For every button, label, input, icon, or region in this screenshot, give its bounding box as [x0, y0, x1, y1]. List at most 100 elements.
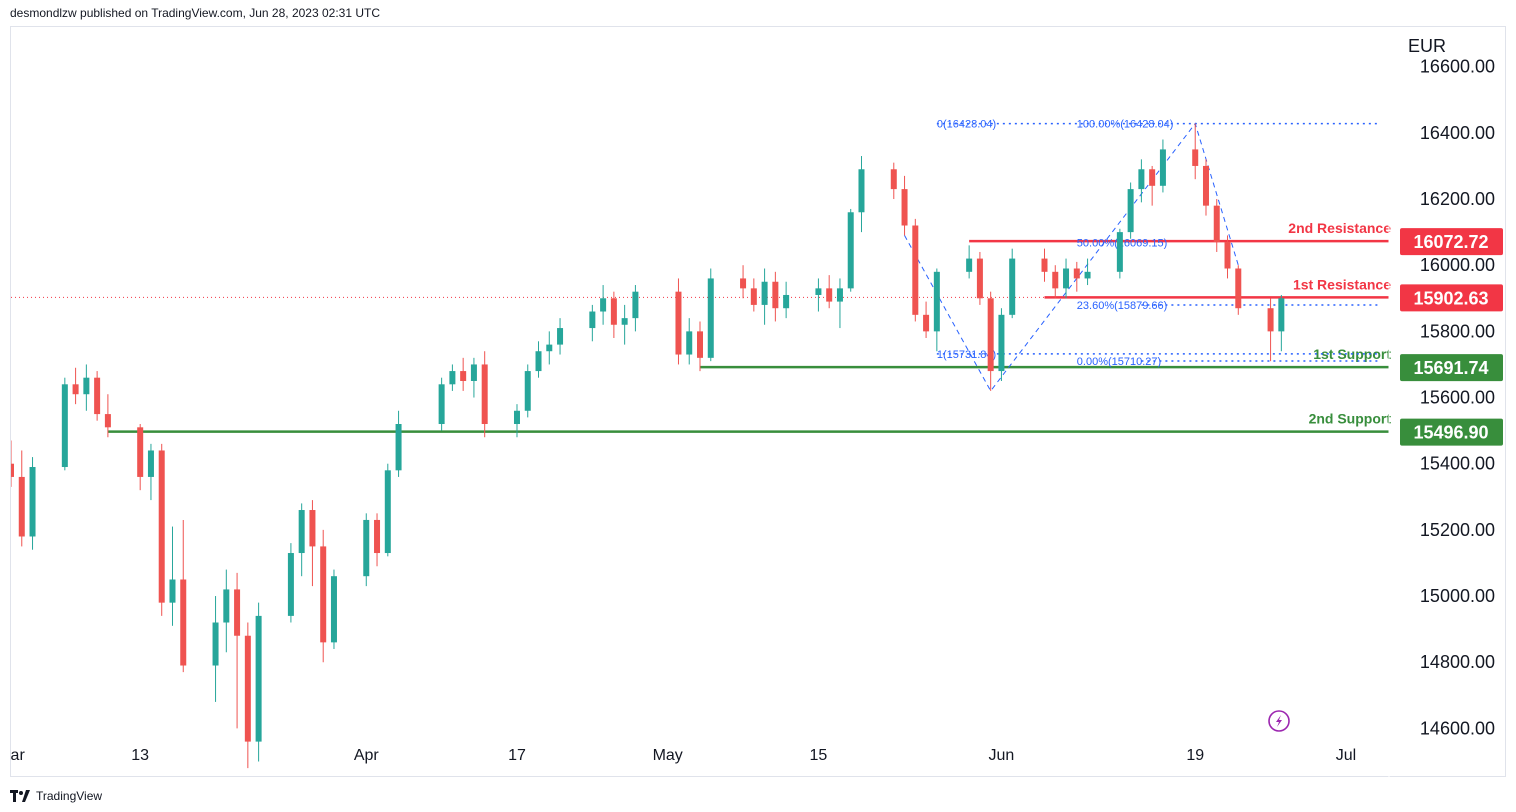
candle-body — [976, 258, 983, 299]
date-tick-label: May — [653, 747, 683, 764]
candle-up — [1063, 258, 1070, 299]
price-badge-support: 15496.90 — [1400, 418, 1503, 446]
candle-body — [697, 331, 703, 358]
level-label-resistance: 1st Resistance — [1293, 276, 1391, 292]
candle-body — [374, 519, 381, 554]
candle-up — [147, 443, 154, 501]
candle-up — [535, 341, 542, 378]
fib-annotation: 100.00%(16428.04) — [1077, 119, 1174, 131]
level-label-resistance: 2nd Resistance — [1288, 220, 1391, 236]
candle-down — [1235, 265, 1242, 315]
candle-up — [815, 278, 822, 312]
candle-up — [686, 318, 693, 365]
fib-annotation: 0(16428.04) — [937, 119, 996, 131]
candle-body — [1127, 189, 1134, 233]
candle-body — [309, 510, 316, 547]
candle-down — [1041, 248, 1048, 282]
candle-down — [481, 351, 488, 438]
candle-down — [987, 291, 994, 391]
candle-down — [158, 443, 165, 616]
candle-down — [750, 278, 757, 312]
candle-body — [1267, 308, 1274, 332]
candle-body — [212, 622, 219, 666]
candle-body — [481, 364, 488, 425]
candle-down — [740, 265, 747, 299]
candle-body — [1116, 232, 1123, 272]
candle-up — [933, 268, 940, 352]
candle-down — [826, 275, 833, 309]
currency-label: EUR — [1408, 36, 1446, 56]
price-tick-label: 16400.00 — [1420, 123, 1495, 143]
candle-body — [18, 476, 25, 537]
candle-body — [1149, 169, 1156, 186]
date-axis: Mar 13 Apr 17 May 15 Jun 19 Jul — [11, 747, 1356, 764]
candle-body — [998, 314, 1005, 372]
candle-down — [912, 218, 919, 322]
candle-body — [966, 258, 973, 272]
candle-body — [912, 225, 919, 315]
candle-down — [72, 367, 79, 405]
candle-up — [836, 278, 843, 329]
tradingview-logo-icon — [10, 789, 30, 803]
candle-body — [1192, 149, 1199, 166]
candle-body — [826, 288, 833, 302]
price-badge-bg — [1400, 284, 1503, 312]
candle-down — [234, 572, 241, 729]
tradingview-brand: TradingView — [36, 789, 103, 803]
candle-body — [363, 519, 370, 577]
candle-body — [104, 414, 111, 428]
chart-frame[interactable]: 2nd Resistance 1st Resistance 1st Support 2… — [10, 26, 1507, 778]
candle-body — [1213, 205, 1220, 243]
candle-down — [320, 529, 327, 663]
date-tick-label: 13 — [131, 747, 149, 764]
candle-body — [890, 169, 897, 190]
candle-up — [287, 543, 294, 623]
candle-up — [621, 304, 628, 345]
candle-body — [180, 579, 187, 666]
candle-up — [589, 304, 596, 342]
candle-down — [697, 321, 703, 372]
candle-down — [104, 394, 111, 438]
candle-up — [761, 268, 768, 325]
candle-body — [1052, 271, 1059, 289]
date-tick-label: Apr — [354, 747, 380, 764]
candle-body — [546, 344, 553, 352]
candle-down — [374, 513, 381, 567]
candle-down — [1073, 261, 1080, 292]
candle-up — [438, 377, 445, 431]
candle-body — [83, 377, 90, 395]
candle-up — [83, 364, 90, 411]
date-tick-label: 15 — [810, 747, 828, 764]
candle-down — [772, 271, 779, 322]
price-badge-support: 15691.74 — [1400, 354, 1503, 382]
candle-body — [1073, 268, 1080, 279]
footer: TradingView — [10, 786, 102, 806]
price-badge-text: 15902.63 — [1413, 288, 1488, 308]
candle-body — [61, 384, 68, 468]
candle-body — [11, 463, 14, 477]
price-badge-resistance: 15902.63 — [1400, 284, 1503, 312]
candle-body — [169, 579, 176, 603]
candle-body — [1084, 271, 1091, 279]
candle-up — [1127, 182, 1134, 239]
price-tick-label: 15600.00 — [1420, 388, 1495, 408]
candle-down — [1213, 199, 1220, 252]
candle-body — [1009, 258, 1016, 315]
candle-up — [1084, 258, 1091, 286]
candle-body — [287, 553, 294, 616]
candle-down — [94, 371, 101, 421]
candle-body — [223, 589, 230, 623]
price-tick-label: 15000.00 — [1420, 586, 1495, 606]
price-tick-label: 14800.00 — [1420, 652, 1495, 672]
candle-up — [1116, 228, 1123, 279]
candle-up — [223, 569, 230, 653]
candle-down — [890, 162, 897, 200]
candle-up — [600, 285, 607, 325]
candle-body — [686, 331, 693, 355]
candle-body — [750, 288, 757, 305]
price-badge-text: 15691.74 — [1413, 358, 1488, 378]
alert-icon[interactable] — [1268, 710, 1290, 732]
candle-body — [761, 281, 768, 305]
price-badge-bg — [1400, 418, 1503, 446]
